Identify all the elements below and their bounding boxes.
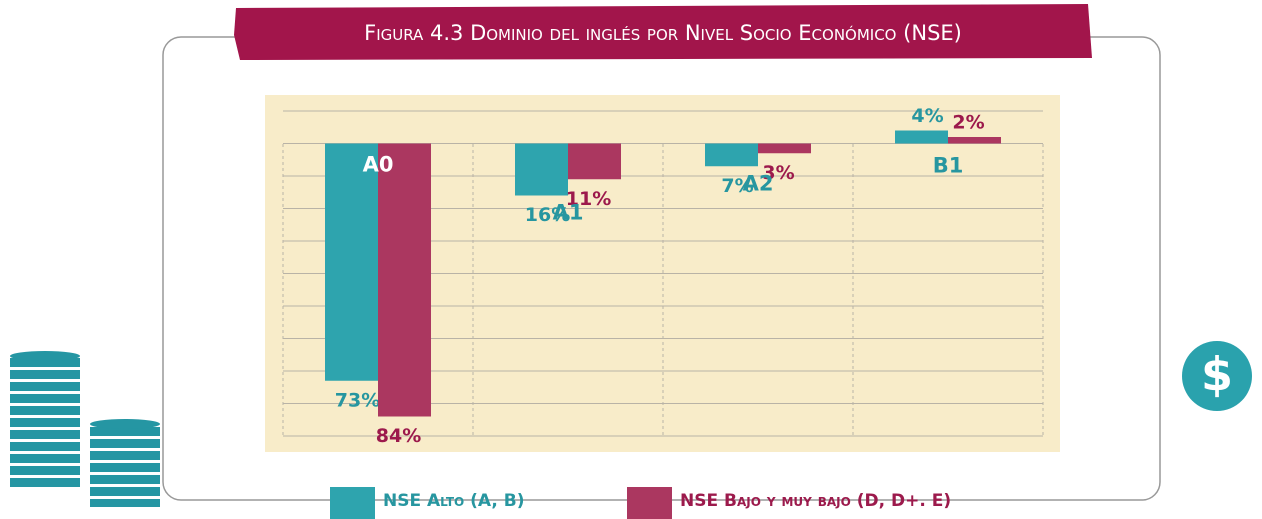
category-label: A1 <box>553 201 584 225</box>
bar <box>325 143 378 381</box>
category-label: A0 <box>363 153 394 177</box>
bar <box>895 130 948 144</box>
value-label: 16% <box>525 204 570 226</box>
bar <box>705 143 758 167</box>
chart-title: Figura 4.3 Dominio del inglés por Nivel … <box>364 21 962 45</box>
legend-label: NSE Alto (A, B) <box>383 491 524 511</box>
value-label: 2% <box>952 112 984 134</box>
bar <box>568 143 621 180</box>
legend-swatch <box>330 487 375 519</box>
value-label: 73% <box>335 389 380 411</box>
value-label: 3% <box>762 162 794 184</box>
bar <box>378 143 431 417</box>
value-label: 11% <box>566 188 611 210</box>
category-label: B1 <box>933 154 964 178</box>
legend-swatch <box>627 487 672 519</box>
value-label: 7% <box>721 175 753 197</box>
title-ribbon <box>234 4 1092 60</box>
value-label: 84% <box>376 425 421 447</box>
category-label: A2 <box>743 171 774 195</box>
coins <box>10 351 160 507</box>
bar <box>515 143 568 196</box>
legend: NSE Alto (A, B) NSE Bajo y muy bajo (D, D… <box>330 487 951 519</box>
bar <box>948 137 1001 144</box>
bar <box>758 143 811 154</box>
legend-label: NSE Bajo y muy bajo (D, D+. E) <box>680 491 951 511</box>
dollar-icon: $ <box>1182 341 1252 411</box>
value-label: 4% <box>911 105 943 127</box>
svg-text:$: $ <box>1201 348 1233 402</box>
